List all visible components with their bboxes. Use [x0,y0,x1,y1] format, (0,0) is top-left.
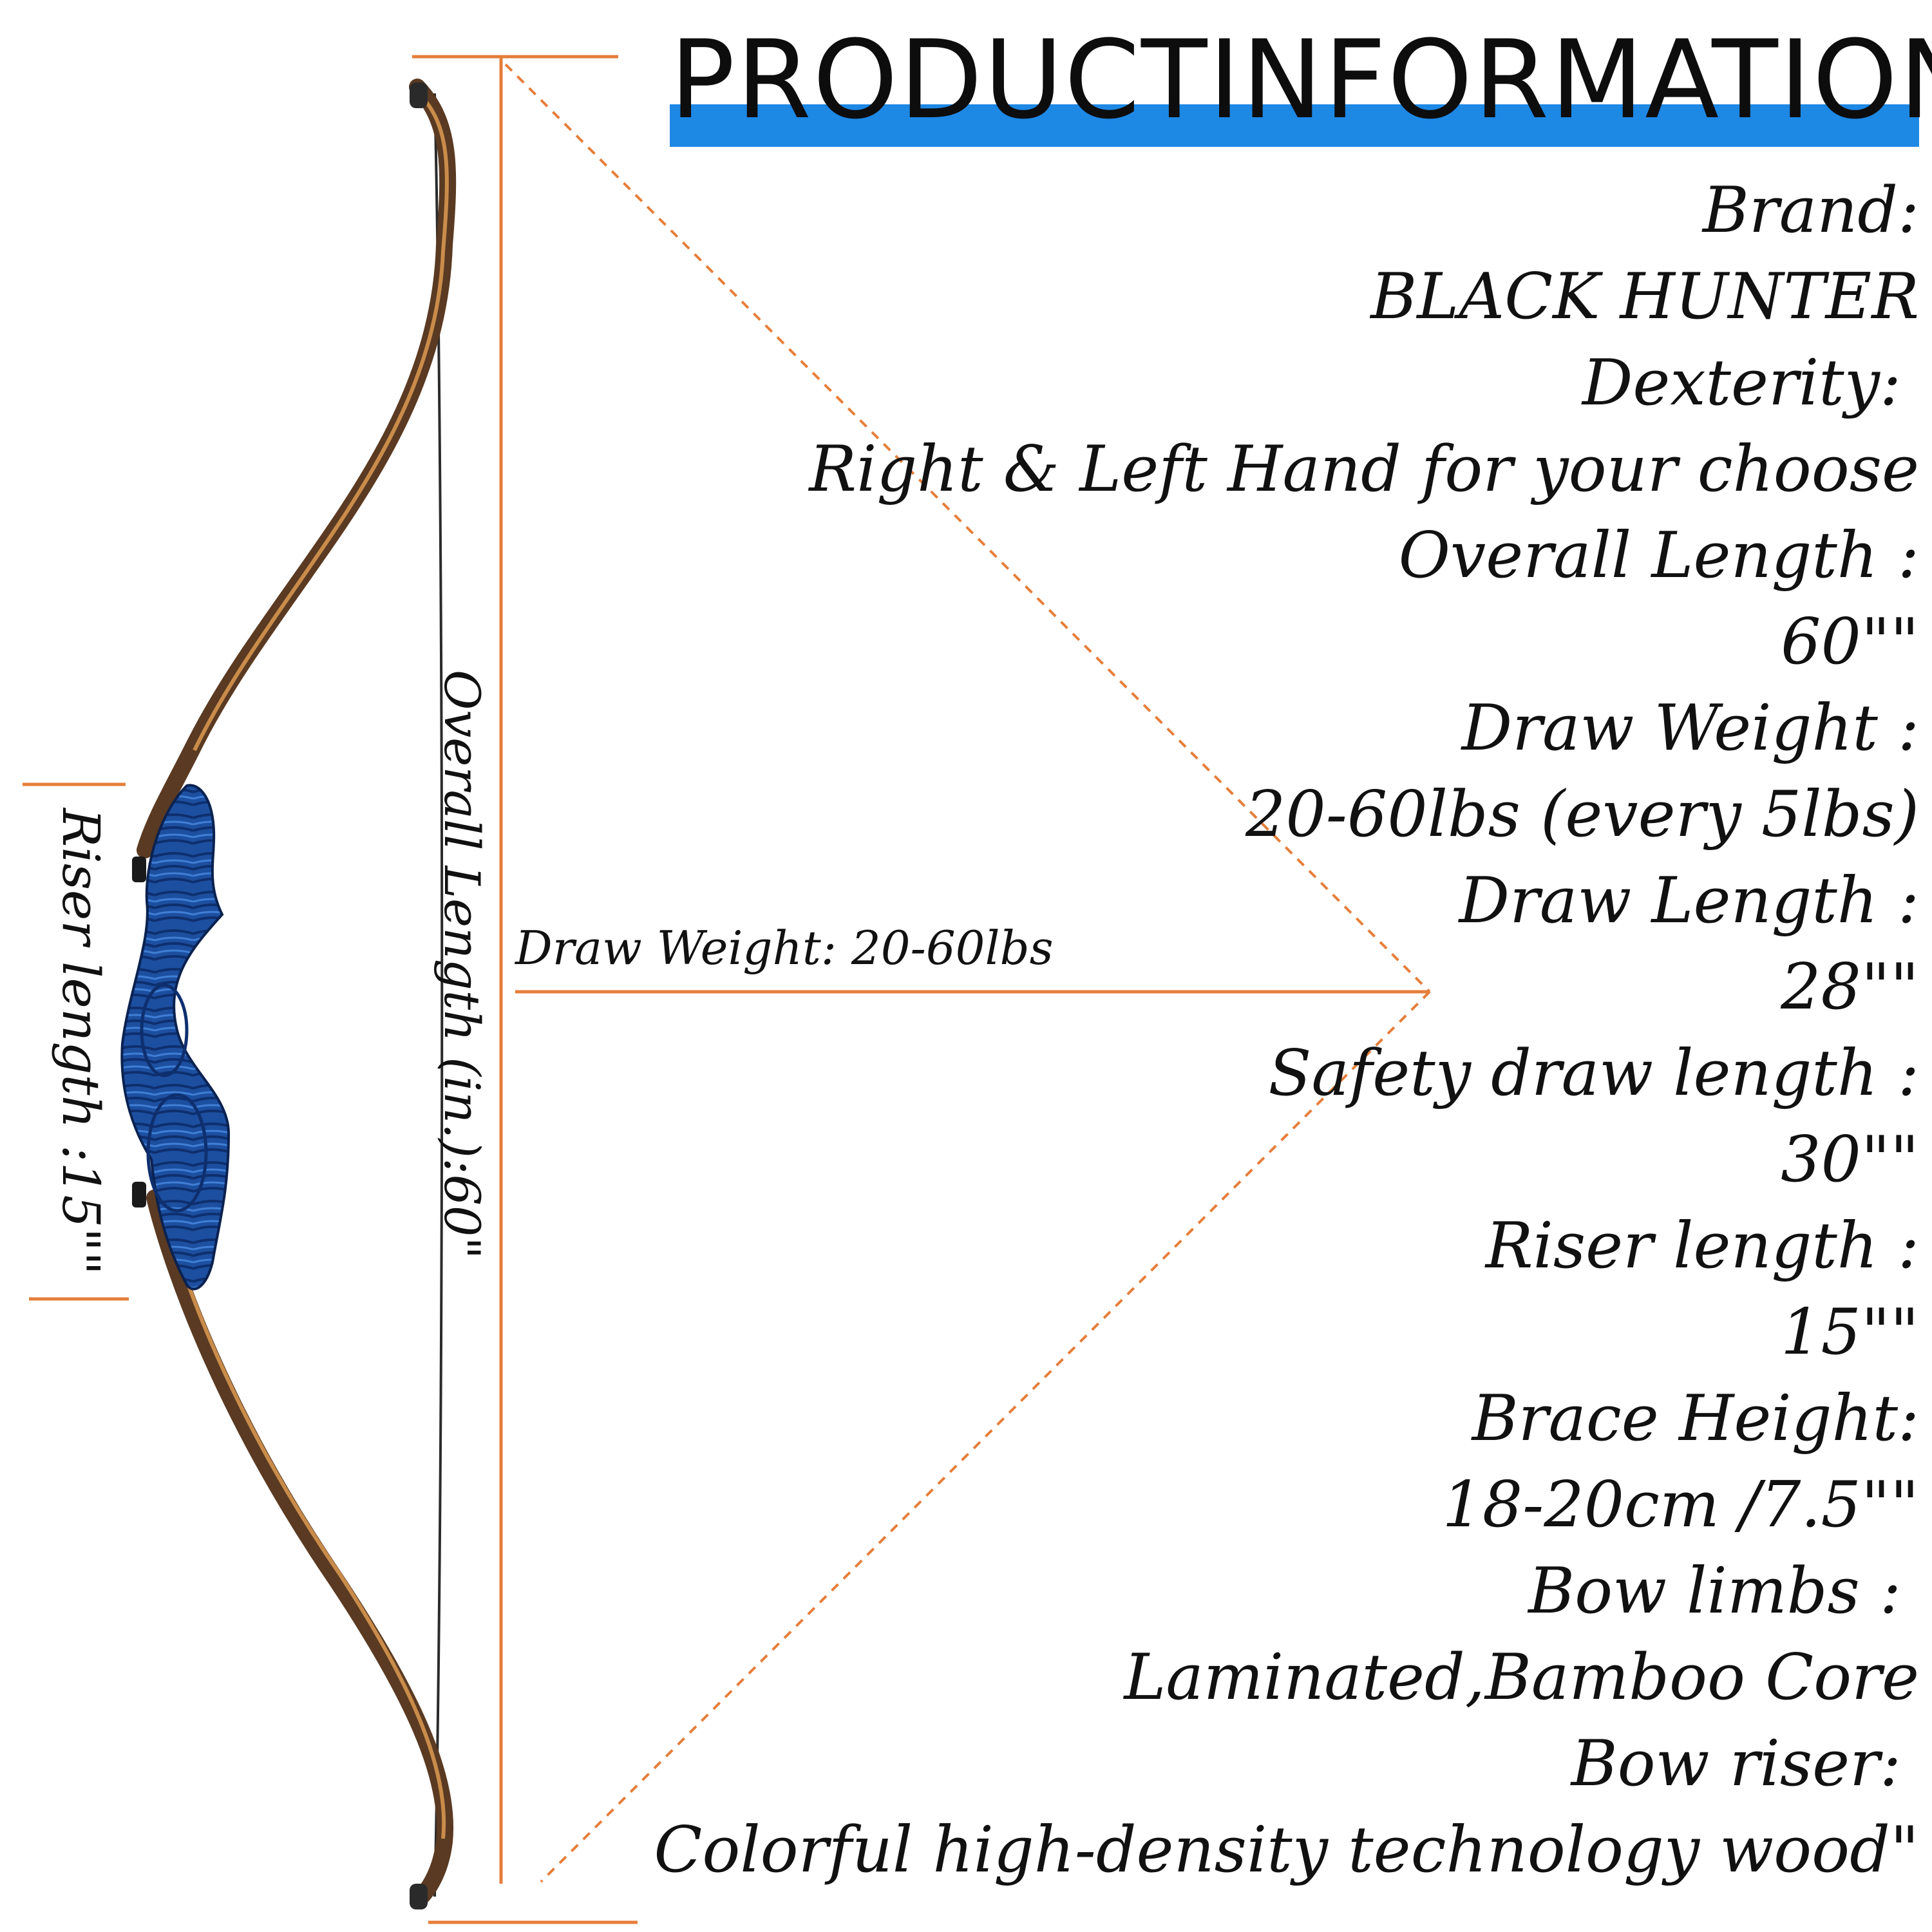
spec-draw-weight-label: Draw Weight : [1461,692,1919,765]
spec-safety-draw-length-label: Safety draw length : [1268,1037,1919,1110]
spec-riser-length-label: Riser length : [1485,1209,1919,1283]
spec-brand-label: Brand: [1702,174,1919,247]
page-title: PRODUCTINFORMATION [670,17,1932,143]
riser-length-label: Riser length :15"" [51,808,111,1275]
upper-limb-lamination [193,95,449,752]
spec-bow-limbs-value: Laminated,Bamboo Core [1124,1641,1919,1714]
bow-riser [120,784,231,1291]
lower-limb [146,1189,453,1908]
upper-limb-tip [410,82,428,108]
lower-limb-tip [410,1884,428,1909]
spec-overall-length-label: Overall Length : [1398,519,1919,592]
spec-safety-draw-length-value: 30"" [1781,1123,1919,1197]
spec-bow-limbs-label: Bow limbs : [1528,1555,1901,1628]
overall-length-label: Overall Length (in.):60" [433,670,491,1260]
draw-dotted-lower [540,990,1431,1883]
lower-limb-bolt [132,1182,146,1208]
upper-limb-bolt [132,857,146,882]
spec-draw-weight-value: 20-60lbs (every 5lbs) [1245,778,1919,851]
spec-brand-value: BLACK HUNTER [1370,260,1919,334]
spec-dexterity-label: Dexterity: [1582,346,1901,420]
draw-dotted-upper [504,63,1431,993]
upper-limb [137,79,457,858]
lower-limb-lamination [160,1200,446,1839]
spec-overall-length-value: 60"" [1781,605,1919,679]
spec-draw-length-value: 28"" [1781,951,1919,1024]
spec-riser-length-value: 15"" [1781,1296,1919,1369]
riser-knot-upper [140,983,189,1077]
spec-dexterity-value: Right & Left Hand for your choose [809,433,1919,506]
spec-bow-riser-value: Colorful high-density technology wood" [654,1814,1919,1887]
spec-draw-length-label: Draw Length : [1459,864,1919,938]
riser-knot-lower [146,1093,208,1213]
spec-brace-height-label: Brace Height: [1472,1382,1919,1455]
spec-brace-height-value: 18-20cm /7.5"" [1442,1468,1919,1542]
spec-bow-riser-label: Bow riser: [1571,1727,1901,1801]
title-underline-bar [670,104,1919,147]
draw-weight-label: Draw Weight: 20-60lbs [515,921,1054,975]
